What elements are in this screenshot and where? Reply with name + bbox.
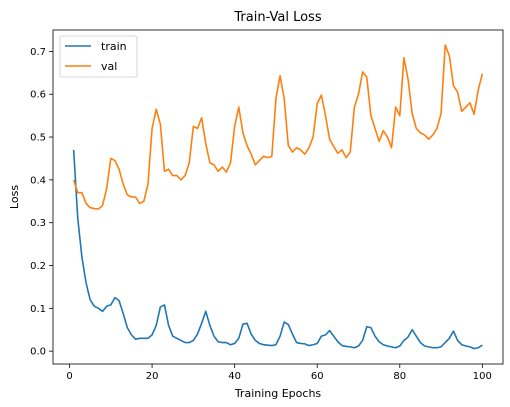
x-tick-label: 80 bbox=[393, 371, 406, 382]
chart-title: Train-Val Loss bbox=[233, 10, 321, 25]
y-tick-label: 0.1 bbox=[30, 304, 46, 315]
y-axis-label: Loss bbox=[8, 185, 21, 209]
legend: train val bbox=[59, 35, 138, 78]
y-tick-label: 0.2 bbox=[30, 261, 46, 272]
y-axis: 0.0 0.1 0.2 0.3 0.4 0.5 0.6 0.7 bbox=[30, 47, 53, 358]
x-tick-label: 20 bbox=[146, 371, 159, 382]
legend-label-train: train bbox=[101, 40, 127, 53]
y-tick-label: 0.7 bbox=[30, 47, 46, 58]
y-tick-label: 0.4 bbox=[30, 175, 46, 186]
y-tick-label: 0.6 bbox=[30, 90, 46, 101]
series-line-val bbox=[72, 44, 484, 210]
y-tick-label: 0.5 bbox=[30, 133, 46, 144]
x-axis-label: Training Epochs bbox=[234, 387, 322, 400]
plot-area bbox=[52, 29, 504, 365]
x-tick-label: 40 bbox=[228, 371, 241, 382]
series-line-train bbox=[72, 149, 483, 350]
x-tick-label: 60 bbox=[311, 371, 324, 382]
series-lines bbox=[72, 44, 484, 350]
x-tick-label: 100 bbox=[473, 371, 492, 382]
x-axis: 0 20 40 60 80 100 bbox=[66, 364, 492, 382]
x-tick-label: 0 bbox=[66, 371, 72, 382]
y-tick-label: 0.0 bbox=[30, 347, 46, 358]
legend-label-val: val bbox=[101, 60, 117, 73]
y-tick-label: 0.3 bbox=[30, 218, 46, 229]
